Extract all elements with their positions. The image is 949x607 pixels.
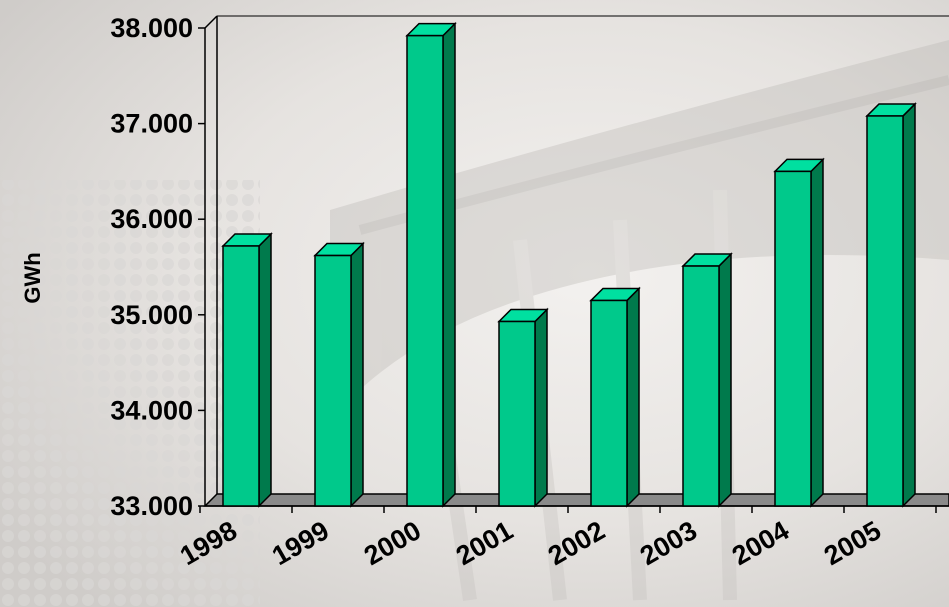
bar-1998 <box>221 232 273 508</box>
y-tick-label: 35.000 <box>110 300 193 330</box>
bar-front-face <box>774 170 812 507</box>
bar-side-face <box>258 232 272 508</box>
y-axis-label: GWh <box>20 252 45 303</box>
bar-2002 <box>589 286 641 508</box>
bar-side-face <box>902 102 916 508</box>
bar-2001 <box>497 307 549 508</box>
bar-2005 <box>865 102 917 508</box>
bar-front-face <box>682 265 720 507</box>
bar-front-face <box>866 115 904 507</box>
bar-side-face <box>718 252 732 508</box>
bar-side-face <box>626 286 640 508</box>
bar-2004 <box>773 157 825 508</box>
bar-2000 <box>405 21 457 508</box>
bar-front-face <box>406 34 444 507</box>
bar-side-face <box>534 307 548 508</box>
bar-front-face <box>314 254 352 507</box>
y-axis-top-edge <box>204 15 218 29</box>
bar-front-face <box>590 299 628 507</box>
bar-front-face <box>498 320 536 507</box>
bars <box>221 21 917 508</box>
bar-side-face <box>350 241 364 508</box>
bar-front-face <box>222 245 260 507</box>
y-tick-label: 37.000 <box>110 109 193 139</box>
bar-2003 <box>681 252 733 508</box>
y-tick-label: 36.000 <box>110 204 193 234</box>
bar-side-face <box>810 157 824 508</box>
y-tick-label: 33.000 <box>110 491 193 521</box>
y-tick-label: 38.000 <box>110 13 193 43</box>
bar-1999 <box>313 241 365 508</box>
bar-side-face <box>442 21 456 508</box>
y-tick-label: 34.000 <box>110 395 193 425</box>
